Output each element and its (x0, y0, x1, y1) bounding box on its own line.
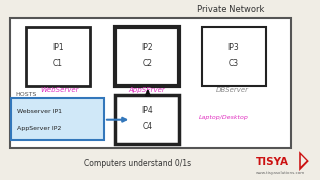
Bar (115, 27, 179, 86)
Bar (11, 98, 104, 140)
Text: C3: C3 (228, 59, 239, 68)
Bar (10, 18, 291, 148)
Text: TISYA: TISYA (256, 157, 289, 167)
Text: Private Network: Private Network (197, 5, 264, 14)
Polygon shape (301, 155, 307, 167)
Text: WebServer: WebServer (40, 87, 78, 93)
Text: AppSErver: AppSErver (129, 87, 165, 93)
Text: IP3: IP3 (228, 43, 239, 52)
Bar (202, 27, 266, 86)
Bar (26, 27, 90, 86)
Text: IP1: IP1 (52, 43, 63, 52)
Text: DBServer: DBServer (215, 87, 249, 93)
Text: Webserver IP1: Webserver IP1 (17, 109, 62, 114)
Text: C2: C2 (142, 59, 152, 68)
Text: C1: C1 (52, 59, 63, 68)
Text: AppServer IP2: AppServer IP2 (17, 126, 61, 131)
Polygon shape (299, 151, 309, 171)
Text: IP2: IP2 (141, 43, 153, 52)
Text: Computers understand 0/1s: Computers understand 0/1s (84, 159, 191, 168)
Bar (115, 95, 179, 144)
Text: C4: C4 (142, 122, 152, 131)
Text: IP4: IP4 (141, 106, 153, 115)
Text: Laptop/Desktop: Laptop/Desktop (198, 115, 248, 120)
Text: www.tisyasolutions.com: www.tisyasolutions.com (256, 171, 305, 175)
Text: HOSTS: HOSTS (15, 92, 37, 97)
